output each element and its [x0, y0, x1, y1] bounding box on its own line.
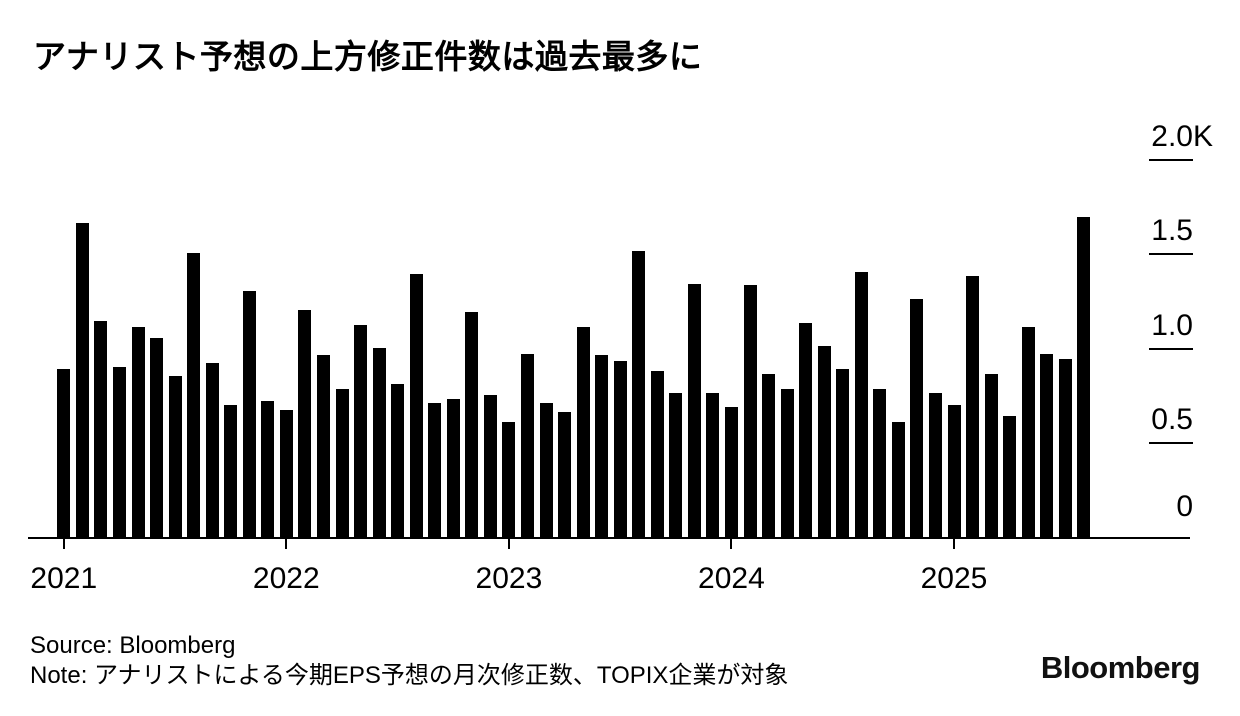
bar	[94, 321, 108, 537]
bar	[242, 291, 256, 537]
x-tick	[507, 538, 510, 549]
bar	[187, 253, 201, 537]
source-text: Source: Bloomberg	[30, 632, 236, 659]
bar	[502, 421, 516, 537]
y-tick-label: 0	[1176, 490, 1193, 523]
bar	[558, 412, 571, 537]
bar	[854, 272, 868, 537]
bar	[613, 361, 627, 537]
bar	[984, 374, 998, 537]
bar	[687, 283, 701, 537]
bar	[1021, 327, 1035, 537]
y-tick-line	[1149, 442, 1193, 445]
bar	[780, 389, 794, 537]
bar	[483, 395, 497, 537]
bar	[465, 311, 479, 537]
bar	[928, 393, 942, 537]
chart-title: アナリスト予想の上方修正件数は過去最多に	[33, 38, 703, 75]
bar	[1040, 353, 1054, 537]
bar	[595, 355, 609, 537]
bar	[1058, 359, 1072, 537]
x-tick-label: 2021	[30, 562, 98, 595]
bar	[891, 421, 905, 537]
bar	[409, 274, 423, 537]
y-tick-label: 2.0 K	[1151, 119, 1214, 153]
x-tick-label: 2022	[252, 562, 320, 595]
bar	[910, 298, 924, 537]
bar	[298, 310, 312, 537]
y-tick-label: 0.5	[1151, 403, 1193, 437]
x-tick	[285, 538, 288, 549]
note-text: Note: アナリストによる今期EPS予想の月次修正数、TOPIX企業が対象	[30, 662, 789, 689]
y-tick-line	[1149, 347, 1193, 350]
bar	[1077, 217, 1091, 537]
bar	[724, 406, 738, 537]
bar	[743, 285, 757, 537]
bar	[428, 402, 442, 537]
bar	[520, 353, 534, 537]
bar	[391, 383, 405, 537]
x-tick	[953, 538, 955, 549]
bar	[354, 325, 367, 537]
bar	[446, 398, 460, 537]
bar	[947, 404, 961, 537]
bar	[799, 323, 813, 537]
bar	[224, 404, 238, 537]
source-note: Source: Bloomberg Note: アナリストによる今期EPS予想の…	[30, 631, 788, 691]
bar	[1003, 415, 1017, 537]
bar	[966, 275, 979, 537]
x-tick-label: 2023	[475, 562, 543, 595]
bar	[632, 251, 646, 537]
bar	[335, 389, 349, 537]
bar	[168, 376, 182, 537]
bar	[112, 366, 126, 537]
bar	[539, 402, 553, 537]
x-tick-label: 2025	[920, 562, 988, 595]
y-tick-label: 1.5	[1151, 214, 1193, 248]
x-tick-label: 2024	[698, 562, 765, 595]
bar	[650, 370, 664, 537]
bar	[372, 347, 386, 537]
bar	[75, 222, 89, 537]
bar	[817, 345, 831, 537]
bar	[205, 362, 219, 537]
y-tick-line	[1149, 158, 1193, 161]
bar	[576, 327, 590, 537]
bar	[706, 393, 720, 537]
y-tick-line	[1149, 253, 1193, 256]
bar	[131, 327, 145, 537]
bar	[836, 368, 850, 537]
y-tick-label: 1.0	[1151, 308, 1193, 342]
bar	[57, 368, 71, 537]
bloomberg-logo: Bloomberg	[1040, 650, 1201, 685]
bar	[279, 410, 293, 537]
x-tick	[730, 538, 733, 549]
y-unit-suffix: K	[1193, 119, 1214, 153]
bar	[316, 355, 330, 537]
bar	[762, 374, 775, 537]
x-axis-line	[28, 537, 1190, 539]
bar	[873, 389, 887, 537]
bar	[669, 393, 683, 537]
bar	[261, 400, 275, 537]
x-tick	[62, 538, 65, 549]
bar	[150, 338, 163, 537]
